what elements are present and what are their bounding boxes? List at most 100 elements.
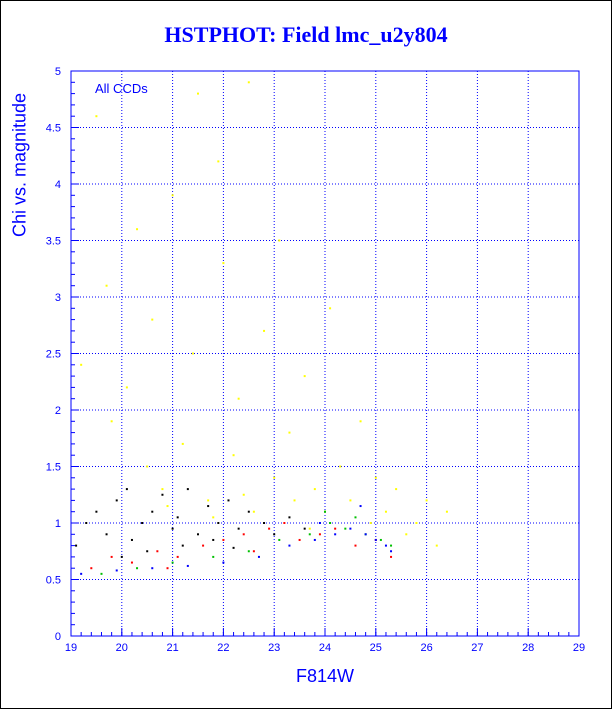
data-point	[80, 572, 83, 575]
data-point	[415, 522, 418, 524]
y-tick-label: 4	[55, 179, 61, 191]
data-point	[384, 510, 387, 513]
data-point	[354, 544, 357, 547]
data-point	[293, 499, 296, 502]
data-point	[339, 465, 342, 468]
x-tick-label: 20	[116, 642, 128, 654]
data-point	[95, 510, 98, 513]
data-point	[222, 538, 225, 541]
data-point	[115, 499, 118, 502]
data-point	[318, 533, 321, 536]
y-tick-label: 1.5	[46, 462, 61, 474]
data-point	[288, 516, 291, 519]
data-point	[257, 555, 260, 558]
data-point	[344, 527, 347, 530]
data-point	[222, 561, 225, 564]
data-point	[252, 550, 255, 553]
data-point	[75, 544, 78, 547]
x-tick-label: 19	[65, 642, 77, 654]
data-point	[110, 420, 113, 423]
data-point	[151, 510, 154, 513]
grid-lines	[71, 71, 579, 636]
data-point	[252, 510, 255, 513]
data-point	[176, 516, 179, 519]
data-point	[242, 533, 245, 536]
x-tick-label: 22	[217, 642, 229, 654]
data-point	[318, 522, 321, 524]
data-point	[202, 544, 205, 547]
data-point	[237, 527, 240, 530]
data-point	[374, 476, 377, 479]
data-point	[435, 544, 438, 547]
y-tick-label: 3.5	[46, 236, 61, 248]
data-point	[303, 375, 306, 378]
data-point	[130, 538, 133, 541]
data-point	[390, 555, 393, 558]
data-point	[100, 572, 103, 575]
data-point	[349, 499, 352, 502]
data-point	[151, 318, 154, 321]
y-tick-label: 2	[55, 405, 61, 417]
data-point	[120, 555, 123, 558]
data-point	[334, 527, 337, 530]
tick-labels: 19 20 21 22 23 24 25 26 27 28 29 0 0.5 1 1.5 2 2.5 3 3.5 4 4…	[46, 66, 585, 654]
data-point	[313, 538, 316, 541]
data-point	[212, 538, 215, 541]
data-point	[217, 522, 220, 524]
data-point	[232, 454, 235, 457]
data-point	[247, 81, 250, 84]
data-point	[227, 499, 230, 502]
data-point	[263, 329, 266, 332]
x-tick-label: 26	[420, 642, 432, 654]
data-point	[445, 510, 448, 513]
data-point	[288, 431, 291, 434]
y-tick-label: 5	[55, 66, 61, 78]
x-tick-label: 27	[471, 642, 483, 654]
data-point	[110, 555, 113, 558]
data-point	[308, 527, 311, 530]
y-tick-label: 0.5	[46, 575, 61, 587]
data-point	[242, 493, 245, 496]
data-point	[161, 493, 164, 496]
data-point	[395, 488, 398, 491]
data-point	[288, 544, 291, 547]
data-point	[374, 538, 377, 541]
data-point	[247, 550, 250, 553]
data-point	[115, 569, 118, 572]
data-point	[232, 546, 235, 549]
data-point	[136, 228, 139, 231]
data-point	[329, 522, 332, 524]
data-point	[329, 307, 332, 310]
data-point	[359, 420, 362, 423]
data-point	[151, 567, 154, 570]
data-point	[186, 488, 189, 491]
data-point	[217, 160, 220, 163]
data-point	[197, 92, 199, 95]
data-point	[136, 567, 139, 570]
ccd-annotation: All CCDs	[95, 81, 148, 96]
data-point	[278, 239, 281, 242]
chart-title: HSTPHOT: Field lmc_u2y804	[164, 22, 448, 47]
data-point	[237, 397, 240, 400]
data-point	[384, 544, 387, 547]
x-tick-label: 25	[370, 642, 382, 654]
data-point	[105, 533, 108, 536]
data-point	[161, 488, 164, 491]
data-point	[146, 550, 149, 553]
data-point	[359, 505, 362, 508]
data-point	[125, 488, 128, 491]
data-point	[390, 550, 393, 553]
y-tick-label: 0	[55, 631, 61, 643]
data-point	[273, 533, 276, 536]
x-tick-label: 24	[319, 642, 331, 654]
y-tick-label: 4.5	[46, 123, 61, 135]
data-point	[166, 567, 169, 570]
data-point	[349, 527, 352, 530]
data-point	[171, 561, 174, 564]
data-point	[80, 363, 83, 366]
data-point	[166, 505, 169, 508]
data-point	[207, 505, 210, 508]
data-point	[247, 510, 250, 513]
